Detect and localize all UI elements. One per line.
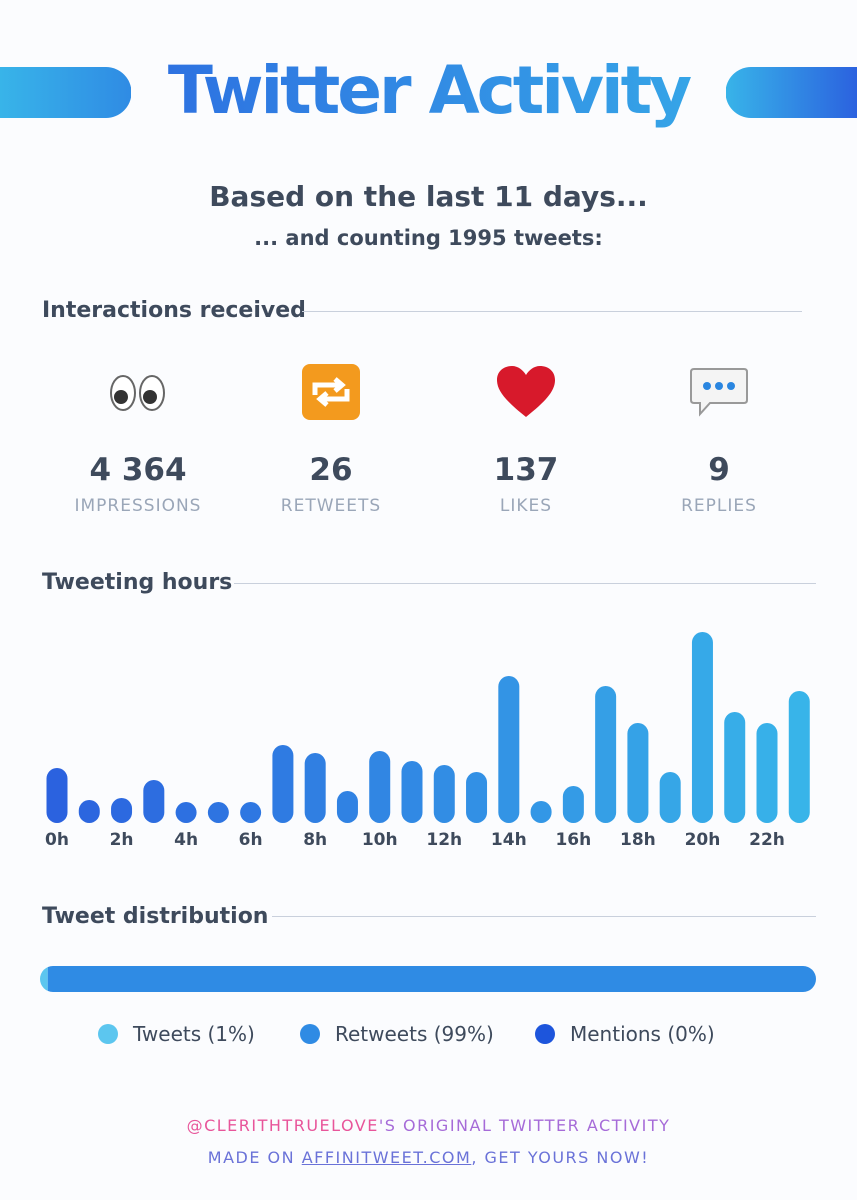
- bar: [466, 772, 488, 823]
- bar: [336, 791, 358, 823]
- bar: [756, 723, 778, 823]
- title: Twitter Activity: [0, 52, 857, 129]
- stat-value: 4 364: [89, 452, 187, 488]
- x-tick-label: 4h: [174, 830, 198, 850]
- x-tick-label: 22h: [749, 830, 785, 850]
- subtitle-secondary: ... and counting 1995 tweets:: [254, 226, 603, 250]
- bar: [691, 632, 713, 823]
- stat: 137 LIKES: [436, 452, 616, 516]
- x-tick-label: 2h: [110, 830, 134, 850]
- stat-value: 9: [708, 452, 730, 488]
- footer-line: @CLERITHTRUELOVE'S ORIGINAL TWITTER ACTI…: [0, 1116, 857, 1135]
- legend-dot: [300, 1024, 320, 1044]
- x-tick-label: 20h: [685, 830, 721, 850]
- section-heading: Tweeting hours: [42, 570, 233, 595]
- section-rule: [272, 916, 816, 917]
- x-tick-label: 0h: [45, 830, 69, 850]
- x-tick-label: 6h: [239, 830, 263, 850]
- legend-label: Retweets (99%): [335, 1022, 494, 1046]
- title-pill-left: [0, 67, 131, 118]
- legend-label: Mentions (0%): [570, 1022, 715, 1046]
- bar: [304, 753, 326, 823]
- legend-label: Tweets (1%): [132, 1022, 255, 1046]
- bar: [240, 802, 262, 823]
- stat-label: RETWEETS: [280, 496, 382, 516]
- heart-icon: [497, 366, 555, 417]
- bar: [272, 745, 294, 823]
- bar: [659, 772, 681, 823]
- bar: [595, 686, 617, 823]
- speech-icon: [690, 368, 748, 417]
- bar: [498, 676, 520, 823]
- bar: [111, 798, 133, 823]
- bar: [143, 780, 165, 823]
- footer-text: 'S ORIGINAL TWITTER ACTIVITY: [378, 1116, 671, 1135]
- x-tick-label: 18h: [620, 830, 656, 850]
- bar: [46, 768, 68, 823]
- stat-value: 26: [309, 452, 353, 488]
- hours-chart: 0h 2h 4h 6h 8h 10h 12h 14h 16h 18h 20h 22h: [45, 632, 810, 850]
- title-pill-right: [726, 67, 857, 118]
- retweet-icon: [302, 364, 360, 420]
- stat-label: IMPRESSIONS: [74, 496, 202, 516]
- stat-label: REPLIES: [681, 496, 757, 516]
- bar: [627, 723, 649, 823]
- footer-link[interactable]: AFFINITWEET.COM: [301, 1148, 472, 1167]
- section-heading: Interactions received: [42, 298, 306, 323]
- bar: [724, 712, 746, 823]
- distribution: Tweets (1%) Retweets (99%) Mentions (0%): [40, 966, 816, 1046]
- stat-label: LIKES: [499, 496, 553, 516]
- legend-dot: [98, 1024, 118, 1044]
- x-tick-label: 12h: [426, 830, 462, 850]
- section-rule: [234, 583, 816, 584]
- subtitle: Based on the last 11 days...: [209, 180, 648, 213]
- bar: [207, 802, 229, 823]
- distribution-segment: [47, 966, 816, 992]
- eyes-icon: [110, 375, 165, 411]
- bar: [401, 761, 423, 823]
- section-rule: [302, 311, 802, 312]
- section-heading: Tweet distribution: [42, 904, 269, 929]
- bar: [175, 802, 197, 823]
- bar: [530, 801, 552, 823]
- stat: 26 RETWEETS: [241, 452, 421, 516]
- bar: [78, 800, 100, 823]
- bar: [562, 786, 584, 823]
- footer-handle: @CLERITHTRUELOVE: [186, 1116, 379, 1135]
- footer-text: MADE ON: [207, 1148, 296, 1167]
- stat: 4 364 IMPRESSIONS: [48, 452, 228, 516]
- bar: [369, 751, 391, 823]
- x-tick-label: 16h: [555, 830, 591, 850]
- stat: 9 REPLIES: [629, 452, 809, 516]
- x-tick-label: 10h: [362, 830, 398, 850]
- stat-value: 137: [493, 452, 559, 488]
- distribution-segment: [40, 966, 48, 992]
- x-tick-label: 8h: [303, 830, 327, 850]
- legend-dot: [535, 1024, 555, 1044]
- bar: [788, 691, 810, 823]
- bar: [433, 765, 455, 823]
- x-tick-label: 14h: [491, 830, 527, 850]
- footer-text: , GET YOURS NOW!: [471, 1148, 650, 1167]
- footer-line: MADE ON AFFINITWEET.COM, GET YOURS NOW!: [0, 1148, 857, 1167]
